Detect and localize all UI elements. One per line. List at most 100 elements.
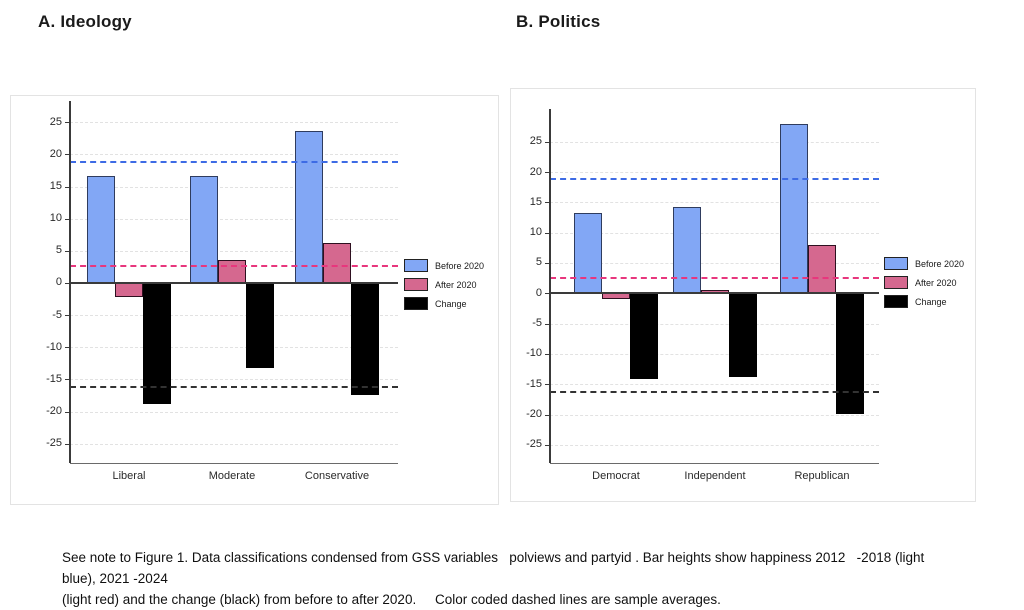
legend-swatch-icon — [404, 259, 428, 272]
gridline-10 — [550, 232, 879, 234]
gridline-20 — [70, 154, 398, 156]
legend-item-after-2020: After 2020 — [884, 276, 964, 289]
y-tick-15 — [545, 202, 550, 204]
legend-label: Change — [435, 298, 467, 309]
reference-line-before-average — [550, 178, 879, 181]
y-tick-label--20: -20 — [526, 408, 542, 420]
y-tick-label--25: -25 — [526, 438, 542, 451]
gridline--10 — [550, 353, 879, 355]
legend-label: After 2020 — [435, 279, 477, 290]
panel-politics-chart: 25 20 15 10 5 0 -5 -10 -15 -20 -25 Democrat Independ… — [510, 88, 976, 502]
gridline-25 — [70, 122, 398, 124]
legend-label: After 2020 — [915, 277, 957, 288]
y-tick-label--15: -15 — [526, 377, 542, 390]
legend: Before 2020 After 2020 Change — [404, 259, 484, 316]
gridline--5 — [550, 323, 879, 325]
reference-line-after-average — [550, 277, 879, 280]
bar-before-2020-conservative — [295, 130, 323, 283]
legend-swatch-icon — [404, 297, 428, 310]
y-tick-label-25: 25 — [49, 115, 62, 128]
gridline-15 — [550, 202, 879, 204]
y-tick-10 — [65, 218, 70, 220]
bar-change-democrat — [630, 293, 658, 379]
gridline--25 — [550, 444, 879, 446]
gridline--5 — [70, 315, 398, 317]
y-tick-label--10: -10 — [526, 347, 542, 360]
panel-a-title: A. Ideology — [38, 12, 132, 31]
y-tick-25 — [65, 122, 70, 124]
y-tick--20 — [65, 411, 70, 413]
x-category-label-independent: Independent — [684, 470, 746, 482]
y-tick-label-5: 5 — [535, 256, 542, 269]
y-tick--5 — [545, 323, 550, 325]
x-category-label-conservative: Conservative — [304, 470, 370, 482]
y-tick-5 — [65, 250, 70, 252]
y-tick--5 — [65, 315, 70, 317]
gridline--10 — [70, 347, 398, 349]
plot-bottom-border — [70, 463, 398, 464]
y-tick-label-15: 15 — [529, 195, 542, 208]
y-tick--20 — [545, 414, 550, 416]
gridline--20 — [550, 414, 879, 416]
y-axis-line — [69, 101, 71, 463]
y-tick-label--10: -10 — [46, 340, 62, 353]
gridline--15 — [70, 379, 398, 381]
legend-swatch-icon — [884, 276, 908, 289]
y-tick--10 — [545, 353, 550, 355]
bar-after-2020-republican — [808, 244, 836, 294]
y-tick-25 — [545, 141, 550, 143]
y-tick-label--5: -5 — [52, 308, 62, 321]
legend: Before 2020 After 2020 Change — [884, 257, 964, 314]
bar-after-2020-liberal — [115, 282, 143, 298]
gridline-10 — [70, 218, 398, 220]
figure-caption: See note to Figure 1. Data classificatio… — [62, 547, 952, 610]
y-tick-20 — [545, 172, 550, 174]
x-category-label-democrat: Democrat — [592, 470, 640, 482]
y-tick-0 — [65, 282, 70, 284]
bar-after-2020-conservative — [323, 243, 351, 283]
y-tick--15 — [65, 379, 70, 381]
y-tick-label-5: 5 — [55, 244, 62, 257]
legend-swatch-icon — [404, 278, 428, 291]
y-tick-0 — [545, 293, 550, 295]
reference-line-after-average — [70, 265, 398, 268]
legend-item-before-2020: Before 2020 — [884, 257, 964, 270]
plot-bottom-border — [550, 463, 879, 464]
caption-line-1: See note to Figure 1. Data classificatio… — [62, 550, 928, 586]
y-tick-label--5: -5 — [532, 317, 542, 330]
y-tick-label-20: 20 — [49, 147, 62, 160]
gridline--15 — [550, 384, 879, 386]
bar-change-moderate — [246, 282, 274, 368]
y-tick-20 — [65, 154, 70, 156]
bar-before-2020-republican — [780, 123, 808, 294]
y-tick-label-0: 0 — [535, 286, 542, 299]
bar-before-2020-liberal — [87, 175, 115, 283]
y-tick-5 — [545, 262, 550, 264]
reference-line-before-average — [70, 161, 398, 164]
panel-ideology-chart: 25 20 15 10 5 0 -5 -10 -15 -20 -25 Liberal Moderate C… — [10, 95, 499, 505]
legend-label: Before 2020 — [435, 260, 485, 271]
bar-change-liberal — [143, 282, 171, 405]
y-tick-10 — [545, 232, 550, 234]
y-tick-label--15: -15 — [46, 372, 62, 385]
x-category-label-moderate: Moderate — [208, 470, 256, 482]
caption-line-2: (light red) and the change (black) from … — [62, 592, 721, 607]
gridline--20 — [70, 411, 398, 413]
gridline-25 — [550, 141, 879, 143]
legend-swatch-icon — [884, 295, 908, 308]
panel-b-title: B. Politics — [516, 12, 601, 31]
gridline-20 — [550, 172, 879, 174]
y-tick--25 — [65, 443, 70, 445]
y-tick--15 — [545, 384, 550, 386]
gridline--25 — [70, 443, 398, 445]
y-tick-label-10: 10 — [529, 226, 542, 239]
zero-axis-line — [550, 292, 879, 295]
legend-item-change: Change — [404, 297, 484, 310]
legend-label: Before 2020 — [915, 258, 965, 269]
legend-item-after-2020: After 2020 — [404, 278, 484, 291]
gridline-15 — [70, 186, 398, 188]
bar-change-conservative — [351, 282, 379, 396]
reference-line-change-average — [70, 386, 398, 389]
legend-swatch-icon — [884, 257, 908, 270]
y-tick-label-10: 10 — [49, 212, 62, 225]
